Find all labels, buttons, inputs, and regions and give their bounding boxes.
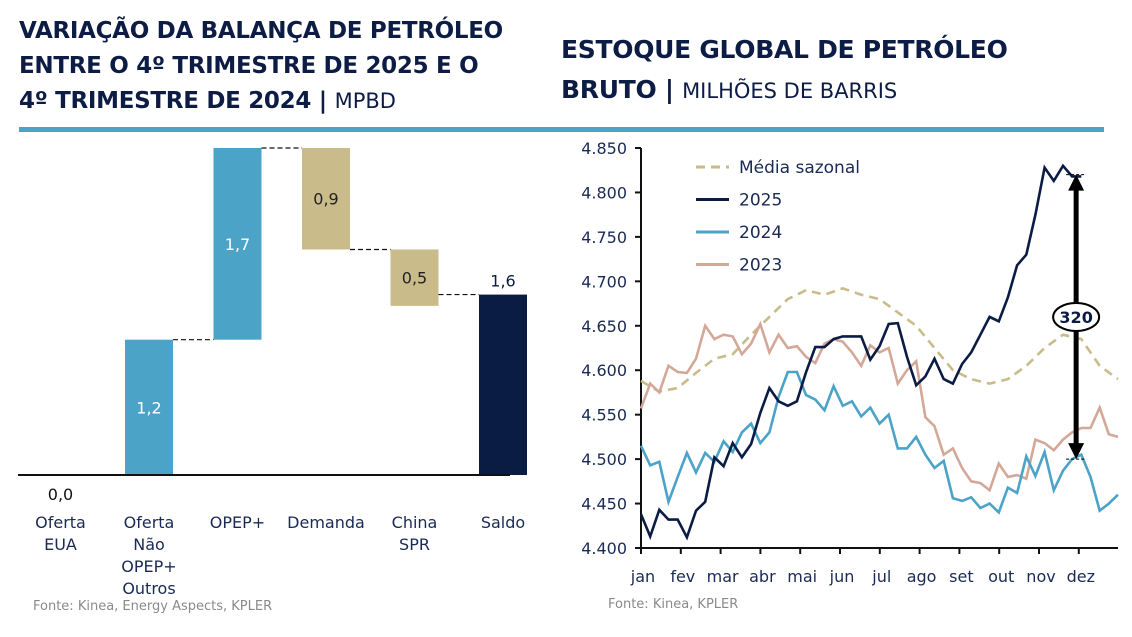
left-title-line-1: VARIAÇÃO DA BALANÇA DE PETRÓLEO bbox=[19, 18, 503, 44]
waterfall-bar-4 bbox=[390, 249, 439, 306]
waterfall-value-label: 1,7 bbox=[225, 235, 250, 254]
x-tick-label: out bbox=[988, 567, 1014, 586]
annotation-bubble bbox=[1052, 302, 1101, 332]
waterfall-value-label: 0,0 bbox=[48, 485, 73, 504]
series-line-2025 bbox=[639, 163, 1082, 541]
y-tick-label: 4.850 bbox=[581, 139, 627, 158]
header-divider bbox=[19, 127, 1104, 132]
left-source-note: Fonte: Kinea, Energy Aspects, KPLER bbox=[33, 599, 273, 614]
left-chart-title: VARIAÇÃO DA BALANÇA DE PETRÓLEO ENTRE O … bbox=[19, 14, 539, 119]
x-tick-label: jun bbox=[829, 567, 855, 586]
left-title-line-2: ENTRE O 4º TRIMESTRE DE 2025 E O bbox=[19, 53, 479, 79]
annotation-arrow-head-up bbox=[1068, 174, 1085, 191]
waterfall-category-label: Oferta bbox=[124, 513, 175, 532]
waterfall-category-label: EUA bbox=[44, 535, 77, 554]
waterfall-category-label: Saldo bbox=[481, 513, 525, 532]
waterfall-value-label: 0,9 bbox=[313, 190, 338, 209]
legend-label: 2023 bbox=[739, 256, 782, 276]
right-title-line-2: BRUTO | bbox=[561, 75, 674, 104]
waterfall-category-label: Outros bbox=[122, 579, 175, 598]
waterfall-category-label: Não bbox=[133, 535, 165, 554]
legend-label: 2024 bbox=[739, 223, 782, 243]
x-tick-label: dez bbox=[1067, 567, 1095, 586]
right-source-note: Fonte: Kinea, KPLER bbox=[608, 597, 739, 612]
x-tick-label: mai bbox=[787, 567, 817, 586]
waterfall-bar-1 bbox=[125, 339, 173, 475]
x-tick-label: set bbox=[949, 567, 973, 586]
series-line-m-dia-sazonal bbox=[640, 287, 1119, 393]
waterfall-category-label: Demanda bbox=[287, 513, 365, 532]
right-chart-title: ESTOQUE GLOBAL DE PETRÓLEO BRUTO | MILHÕ… bbox=[561, 30, 1121, 111]
legend-label: Média sazonal bbox=[739, 158, 860, 178]
y-tick-label: 4.700 bbox=[581, 272, 627, 291]
y-tick-label: 4.550 bbox=[581, 406, 627, 425]
waterfall-bar-3 bbox=[302, 148, 350, 250]
y-tick-label: 4.400 bbox=[581, 539, 627, 558]
y-tick-label: 4.500 bbox=[581, 450, 627, 469]
x-tick-label: jul bbox=[871, 567, 891, 586]
waterfall-category-label: OPEP+ bbox=[121, 557, 176, 576]
x-tick-label: fev bbox=[670, 567, 695, 586]
right-title-line-1: ESTOQUE GLOBAL DE PETRÓLEO bbox=[561, 35, 1008, 64]
waterfall-value-label: 1,2 bbox=[136, 398, 161, 417]
y-tick-label: 4.450 bbox=[581, 495, 627, 514]
waterfall-category-label: China bbox=[392, 513, 438, 532]
annotation-label: 320 bbox=[1059, 308, 1092, 327]
y-tick-label: 4.800 bbox=[581, 183, 627, 202]
x-tick-label: jan bbox=[630, 567, 655, 586]
legend-label: 2025 bbox=[739, 191, 782, 211]
x-tick-label: nov bbox=[1026, 567, 1055, 586]
annotation-arrow-head-down bbox=[1068, 443, 1085, 460]
right-title-unit: MILHÕES DE BARRIS bbox=[682, 79, 898, 103]
y-tick-label: 4.650 bbox=[581, 317, 627, 336]
y-tick-label: 4.600 bbox=[581, 361, 627, 380]
waterfall-bar-2 bbox=[213, 148, 262, 340]
waterfall-value-label: 0,5 bbox=[402, 269, 427, 288]
waterfall-category-label: SPR bbox=[399, 535, 430, 554]
waterfall-value-label: 1,6 bbox=[490, 272, 515, 291]
y-tick-label: 4.750 bbox=[581, 228, 627, 247]
series-line-2023 bbox=[639, 320, 1119, 493]
waterfall-category-label: OPEP+ bbox=[210, 513, 265, 532]
x-tick-label: abr bbox=[749, 567, 776, 586]
waterfall-chart: 0,0 Oferta EUA 1,2 Oferta Não OPEP+ Outros 1,7 OP… bbox=[18, 147, 527, 598]
left-title-unit: MPBD bbox=[334, 89, 396, 113]
x-tick-label: mar bbox=[707, 567, 739, 586]
left-title-line-3: 4º TRIMESTRE DE 2024 | bbox=[19, 88, 327, 114]
series-line-2024 bbox=[639, 370, 1119, 515]
x-tick-label: ago bbox=[907, 567, 937, 586]
waterfall-bar-5 bbox=[479, 294, 527, 475]
inventory-line-chart: 4.400 4.450 4.500 4.550 4.600 4.650 4.700 4.750… bbox=[581, 139, 1119, 586]
waterfall-category-label: Oferta bbox=[35, 513, 86, 532]
